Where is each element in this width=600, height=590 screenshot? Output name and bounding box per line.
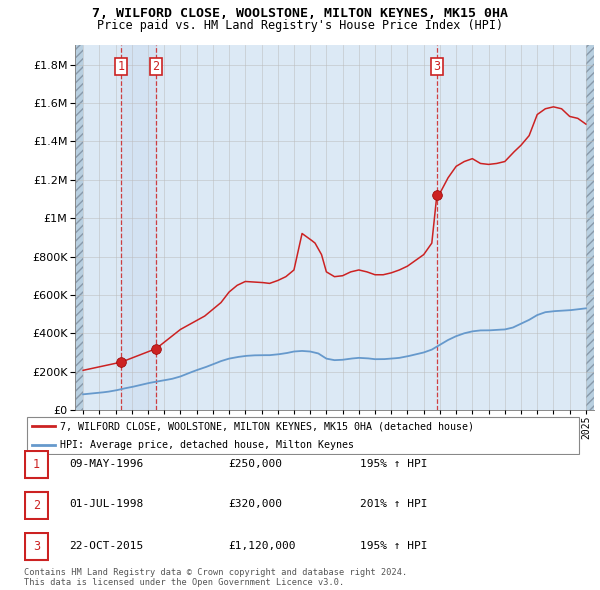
- Bar: [121, 45, 156, 410]
- Text: 2: 2: [152, 60, 160, 73]
- Text: 09-MAY-1996: 09-MAY-1996: [69, 459, 143, 468]
- FancyBboxPatch shape: [25, 451, 48, 478]
- Text: 7, WILFORD CLOSE, WOOLSTONE, MILTON KEYNES, MK15 0HA (detached house): 7, WILFORD CLOSE, WOOLSTONE, MILTON KEYN…: [60, 421, 474, 431]
- Text: Contains HM Land Registry data © Crown copyright and database right 2024.
This d: Contains HM Land Registry data © Crown c…: [24, 568, 407, 587]
- Text: 195% ↑ HPI: 195% ↑ HPI: [360, 459, 427, 468]
- Text: 195% ↑ HPI: 195% ↑ HPI: [360, 541, 427, 550]
- Text: £320,000: £320,000: [228, 500, 282, 509]
- Bar: [586, 45, 594, 410]
- Text: 3: 3: [433, 60, 440, 73]
- Text: 201% ↑ HPI: 201% ↑ HPI: [360, 500, 427, 509]
- FancyBboxPatch shape: [25, 533, 48, 560]
- Text: 1: 1: [118, 60, 125, 73]
- Text: HPI: Average price, detached house, Milton Keynes: HPI: Average price, detached house, Milt…: [60, 440, 354, 450]
- Text: Price paid vs. HM Land Registry's House Price Index (HPI): Price paid vs. HM Land Registry's House …: [97, 19, 503, 32]
- Text: 22-OCT-2015: 22-OCT-2015: [69, 541, 143, 550]
- Text: 2: 2: [33, 499, 40, 512]
- Bar: [75, 45, 83, 410]
- Text: £250,000: £250,000: [228, 459, 282, 468]
- Text: 01-JUL-1998: 01-JUL-1998: [69, 500, 143, 509]
- FancyBboxPatch shape: [25, 492, 48, 519]
- Text: 1: 1: [33, 458, 40, 471]
- Text: £1,120,000: £1,120,000: [228, 541, 296, 550]
- FancyBboxPatch shape: [27, 417, 579, 454]
- Text: 7, WILFORD CLOSE, WOOLSTONE, MILTON KEYNES, MK15 0HA: 7, WILFORD CLOSE, WOOLSTONE, MILTON KEYN…: [92, 7, 508, 20]
- Text: 3: 3: [33, 540, 40, 553]
